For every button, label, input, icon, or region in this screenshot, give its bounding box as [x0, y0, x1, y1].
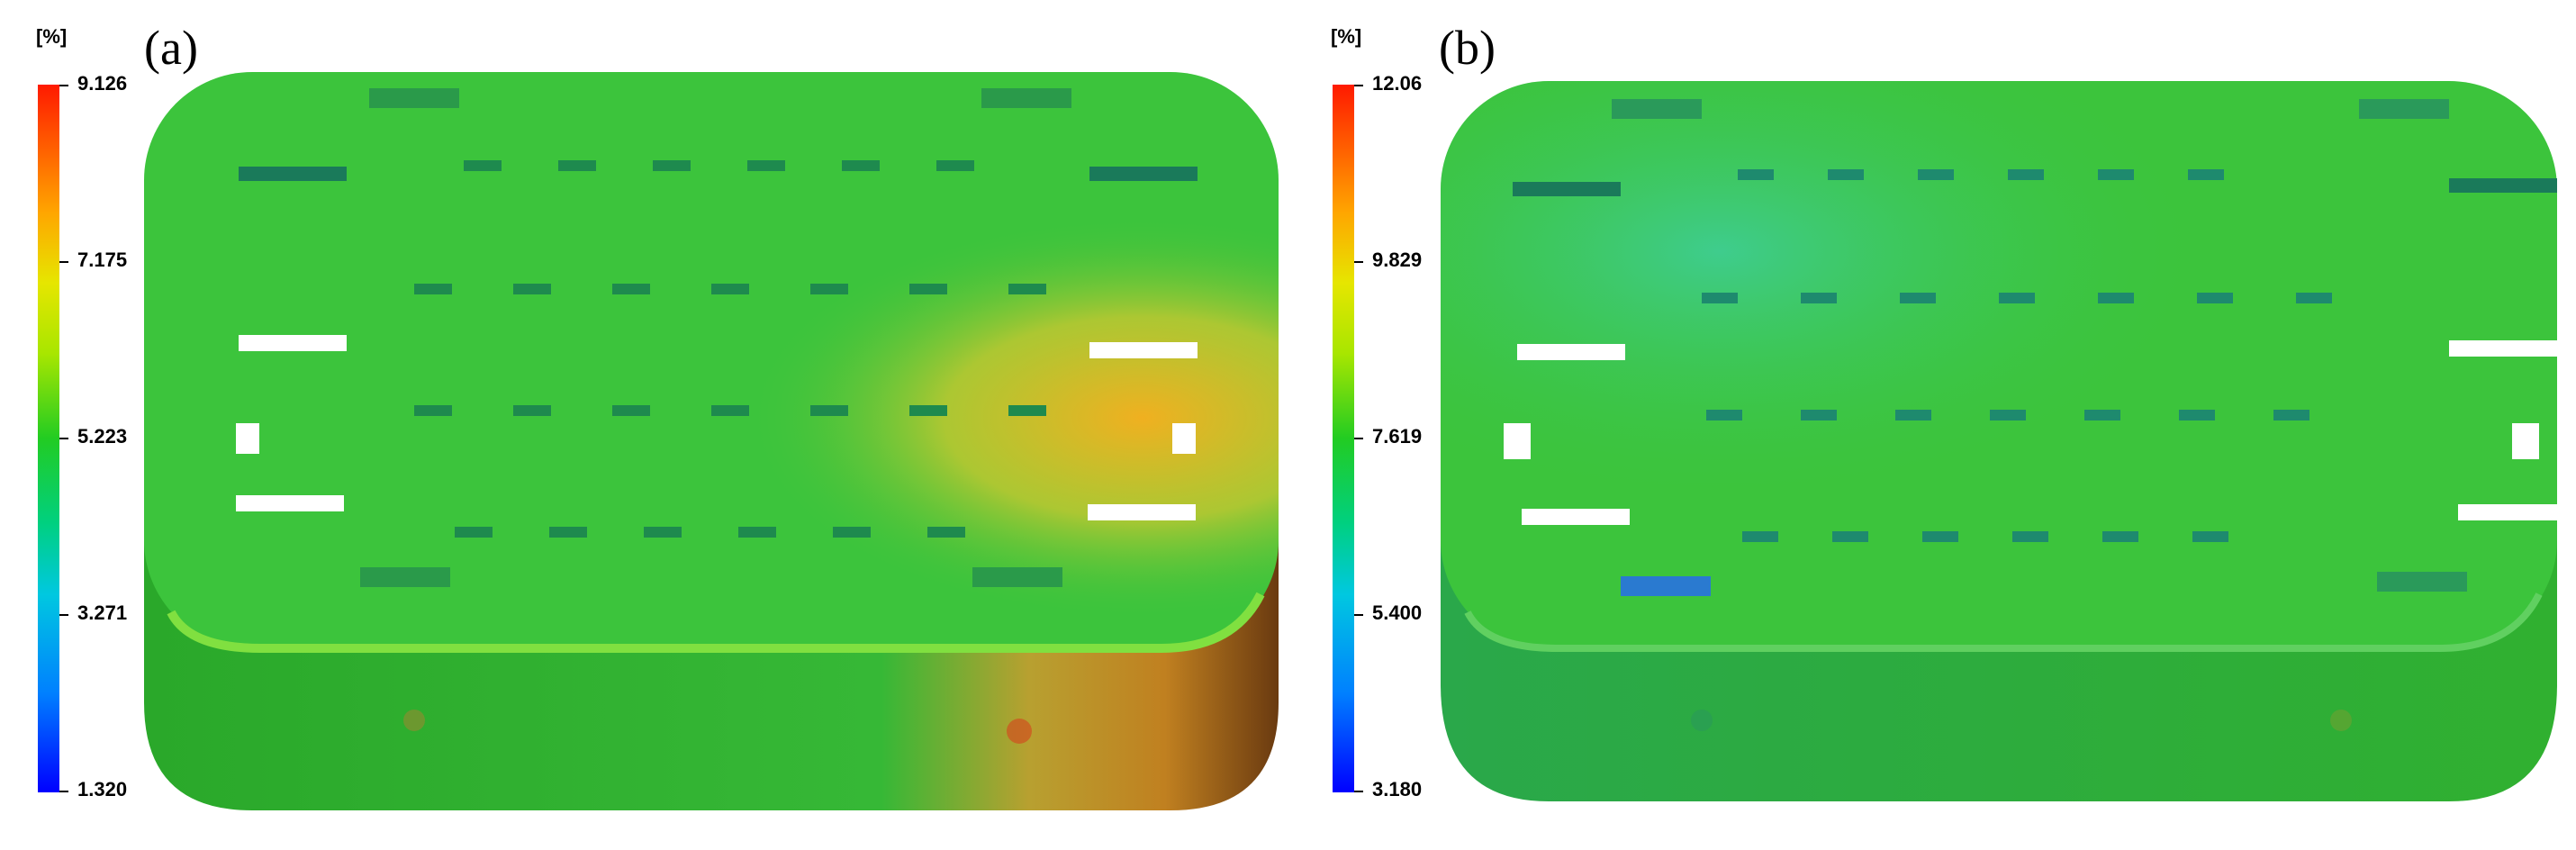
scale-tick-label: 7.619	[1372, 425, 1423, 448]
panel-label-a: (a)	[144, 21, 198, 75]
scale-tick-label: 9.126	[77, 72, 128, 95]
unit-label-b: [%]	[1331, 25, 1362, 48]
color-scale-bar-b: 12.06 9.829 7.619 5.400 3.180	[1333, 72, 1422, 800]
scale-tick-label: 12.06	[1372, 72, 1423, 95]
scale-tick-label: 3.180	[1372, 778, 1423, 800]
scale-tick-label: 9.829	[1372, 249, 1423, 271]
scale-tick-label: 5.400	[1372, 601, 1423, 624]
scale-tick-label: 7.175	[77, 249, 128, 271]
color-scale-bar-a: 9.126 7.175 5.223 3.271 1.320	[38, 72, 127, 800]
unit-label-a: [%]	[36, 25, 68, 48]
slot-row	[1702, 169, 2332, 542]
part-model-b	[1441, 81, 2566, 801]
panel-a: [%] (a) 9.126 7.175 5.223 3.271 1.320	[36, 21, 1279, 810]
panel-label-b: (b)	[1439, 21, 1496, 75]
scale-tick-label: 5.223	[77, 425, 128, 448]
scale-tick-label: 3.271	[77, 601, 128, 624]
scale-tick-label: 1.320	[77, 778, 128, 800]
panel-b: [%] (b) 12.06 9.829 7.619 5.400 3.180	[1288, 0, 2576, 850]
part-model-a	[144, 72, 1279, 810]
slot-row	[414, 160, 1046, 538]
